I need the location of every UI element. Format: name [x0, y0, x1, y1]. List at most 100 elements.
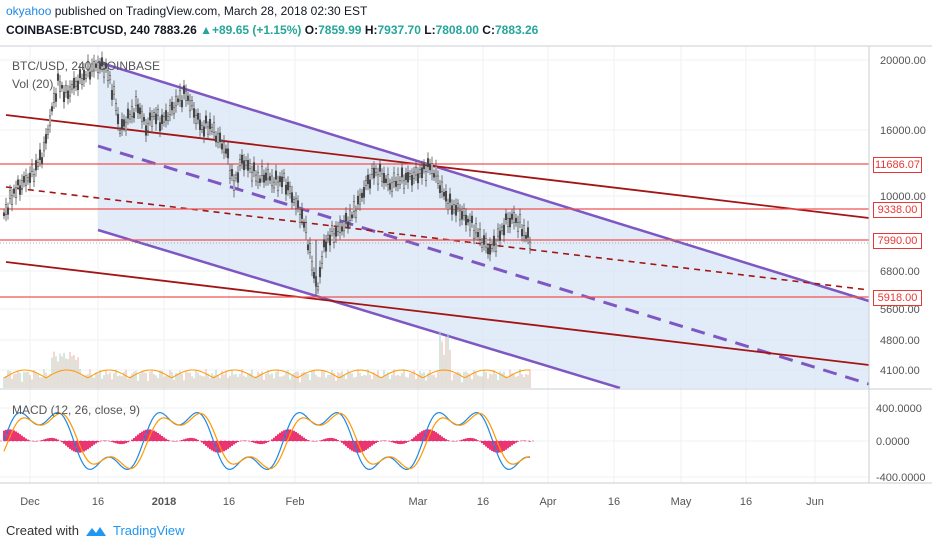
volume-bar [399, 375, 401, 388]
symbol-legend: BTC/USD, 240, COINBASE [12, 59, 161, 73]
macd-hist-bar [507, 441, 509, 449]
volume-bar [515, 376, 517, 388]
candle-body [188, 100, 192, 112]
candle-body [340, 226, 344, 232]
volume-bar [327, 374, 329, 388]
chart-canvas[interactable]: Dec 16 2018 16 Feb Mar 16 Apr 16 May 16 Jun 20000.00… [0, 0, 932, 520]
volume-bar [257, 371, 259, 388]
volume-bar [385, 374, 387, 388]
volume-bar [243, 375, 245, 388]
macd-hist-bar [461, 439, 463, 441]
candle-body [376, 174, 380, 185]
volume-bar [155, 375, 157, 388]
macd-hist-bar [155, 431, 157, 441]
volume-bar [341, 371, 343, 388]
candle-body [246, 160, 250, 171]
macd-hist-bar [13, 430, 15, 441]
macd-hist-bar [433, 430, 435, 441]
volume-bar [179, 370, 181, 388]
macd-hist-bar [131, 439, 133, 441]
candle-body [442, 192, 446, 197]
volume-bar [205, 369, 207, 388]
macd-hist-bar [271, 439, 273, 441]
macd-hist-bar [123, 441, 125, 444]
change-arrow-icon: ▲ [200, 23, 212, 37]
volume-bar [223, 374, 225, 388]
candle-body [266, 169, 270, 180]
candle-body [54, 93, 58, 102]
candle-body [98, 62, 102, 70]
candle-body [396, 174, 400, 185]
volume-bar [53, 351, 55, 388]
candle-body [114, 103, 118, 111]
macd-hist-bar [273, 437, 275, 441]
candle-body [224, 148, 228, 154]
volume-bar [413, 370, 415, 388]
macd-hist-bar [63, 441, 65, 444]
candle-body [358, 194, 362, 205]
candle-body [276, 181, 280, 192]
candle-body [352, 201, 356, 212]
macd-hist-bar [95, 441, 97, 444]
candle-body [498, 230, 502, 241]
candle-body [68, 86, 72, 97]
macd-hist-bar [465, 438, 467, 441]
volume-legend: Vol (20) [12, 77, 54, 91]
macd-hist-bar [209, 441, 211, 450]
candle-body [430, 163, 434, 174]
volume-bar [361, 376, 363, 388]
candle-body [2, 212, 6, 217]
candle-body [478, 228, 482, 240]
macd-hist-bar [275, 435, 277, 441]
volume-bar [61, 356, 63, 388]
candle-body [104, 62, 108, 69]
candle-body [318, 267, 322, 278]
candle-body [260, 165, 264, 176]
macd-tick-label: 400.0000 [876, 403, 922, 415]
volume-bar [19, 372, 21, 388]
candle-body [284, 184, 288, 195]
candle-body [516, 222, 520, 232]
candle-body [512, 212, 516, 223]
candle-body [446, 203, 450, 210]
candle-body [168, 105, 172, 115]
candle-body [338, 222, 342, 233]
macd-hist-bar [345, 441, 347, 447]
volume-bar [47, 377, 49, 388]
volume-bar [219, 378, 221, 388]
volume-bar [403, 369, 405, 388]
macd-hist-bar [445, 439, 447, 441]
candle-body [334, 227, 338, 237]
candle-body [124, 121, 128, 131]
candle-body [84, 74, 88, 79]
macd-hist-bar [477, 440, 479, 441]
macd-hist-bar [491, 441, 493, 451]
volume-bar [453, 373, 455, 388]
macd-hist-bar [73, 441, 75, 452]
volume-bar [9, 371, 11, 388]
macd-hist-bar [191, 437, 193, 441]
tradingview-brand[interactable]: TradingView [112, 523, 185, 538]
macd-hist-bar [395, 441, 397, 444]
candle-body [216, 133, 220, 143]
volume-bar [113, 373, 115, 388]
volume-bar [49, 374, 51, 388]
candle-body [454, 205, 458, 216]
candle-body [290, 192, 294, 203]
macd-hist-bar [321, 439, 323, 441]
macd-hist-bar [365, 441, 367, 450]
x-tick-label: Feb [286, 496, 305, 508]
macd-hist-bar [203, 441, 205, 445]
volume-bar [381, 376, 383, 388]
candle-body [94, 63, 98, 68]
volume-bar [355, 376, 357, 388]
symbol-interval: COINBASE:BTCUSD, 240 [6, 23, 151, 37]
volume-bar [335, 380, 337, 388]
volume-bar [265, 373, 267, 388]
volume-bar [351, 373, 353, 388]
macd-hist-bar [397, 441, 399, 444]
author-link[interactable]: okyahoo [6, 4, 52, 18]
candle-body [316, 286, 320, 291]
macd-hist-bar [231, 441, 233, 446]
candle-body [292, 199, 296, 203]
